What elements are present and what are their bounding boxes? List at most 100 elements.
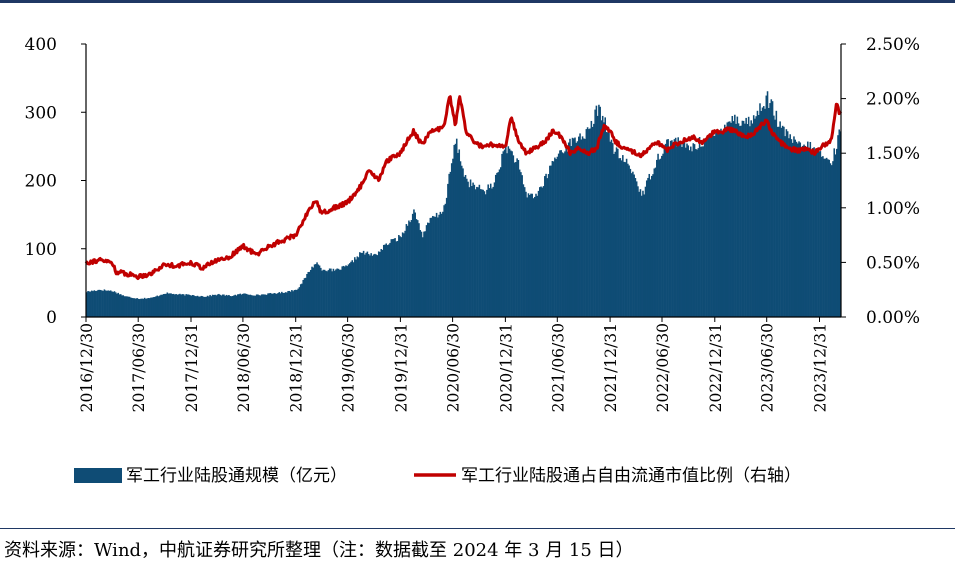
bar — [377, 251, 380, 317]
bar — [298, 287, 301, 317]
bar — [815, 148, 818, 317]
bar — [731, 115, 734, 318]
bar — [705, 138, 707, 317]
left-axis: 0 100 200 300 400 — [25, 35, 86, 328]
bar — [448, 173, 450, 317]
bar — [615, 147, 618, 317]
bar — [160, 294, 162, 317]
bar — [121, 295, 123, 317]
bar — [662, 153, 664, 317]
bar — [487, 184, 489, 317]
bar — [710, 133, 712, 317]
bar — [477, 187, 479, 317]
bar — [464, 174, 467, 317]
bar — [125, 296, 127, 317]
right-tick-label: 0.50% — [866, 253, 920, 273]
bar — [167, 293, 170, 317]
bar — [118, 294, 121, 317]
bar — [796, 143, 799, 317]
bar — [506, 153, 508, 317]
bar — [111, 291, 113, 317]
bar — [322, 269, 325, 317]
bar — [175, 294, 177, 317]
bar — [624, 162, 627, 317]
bar — [376, 255, 379, 317]
bar — [268, 293, 271, 317]
bar — [740, 125, 742, 318]
bar — [374, 253, 376, 317]
bar — [414, 212, 416, 317]
bar — [824, 158, 827, 317]
bar — [671, 140, 673, 317]
bar — [92, 291, 94, 317]
bar — [726, 122, 729, 317]
bar — [267, 293, 269, 317]
bar — [492, 186, 494, 317]
bar — [800, 147, 803, 317]
bar — [474, 189, 477, 317]
legend: 军工行业陆股通规模（亿元） 军工行业陆股通占自由流通市值比例（右轴） — [74, 466, 801, 486]
bar — [328, 268, 331, 317]
bar — [420, 231, 423, 317]
bar — [172, 293, 175, 317]
bar — [133, 298, 136, 317]
bar — [745, 117, 747, 317]
bar — [692, 143, 695, 317]
bar — [242, 293, 244, 317]
bar — [690, 146, 692, 317]
bar — [764, 108, 766, 317]
bar — [744, 123, 746, 317]
bar — [369, 255, 371, 317]
bar — [170, 293, 172, 317]
bar — [666, 139, 668, 317]
bar — [194, 296, 196, 317]
bar — [166, 292, 169, 317]
bar — [803, 144, 805, 317]
bar — [617, 148, 619, 317]
bar — [715, 132, 717, 317]
bar — [742, 120, 745, 317]
bar — [810, 153, 813, 317]
bar — [171, 294, 174, 317]
bar — [517, 160, 520, 317]
bar — [94, 290, 97, 317]
bar — [400, 237, 403, 317]
bar — [157, 296, 160, 317]
bar — [240, 294, 243, 317]
bar — [135, 298, 137, 317]
bar — [398, 234, 400, 317]
bar — [350, 261, 352, 317]
bar — [162, 294, 165, 317]
bar — [834, 154, 837, 317]
bar — [695, 149, 697, 317]
bar — [331, 271, 333, 317]
bar — [443, 205, 445, 317]
bar — [239, 293, 242, 317]
bar — [546, 178, 549, 317]
bar — [620, 160, 623, 317]
bar — [299, 284, 302, 317]
bar — [416, 220, 419, 317]
bar — [837, 135, 839, 317]
legend-bar-label: 军工行业陆股通规模（亿元） — [126, 466, 347, 486]
bar — [593, 123, 595, 317]
source-note: 资料来源：Wind，中航证券研究所整理（注：数据截至 2024 年 3 月 15… — [4, 540, 634, 561]
bar — [623, 161, 625, 317]
bar — [730, 122, 732, 317]
bar — [88, 291, 91, 317]
bar — [104, 290, 107, 317]
bar — [794, 139, 796, 317]
bar — [776, 126, 779, 317]
bar — [411, 213, 414, 317]
bar — [770, 99, 773, 317]
bar — [388, 244, 390, 317]
bar — [785, 129, 788, 317]
bar — [829, 163, 832, 317]
bar — [296, 289, 298, 317]
bar — [343, 266, 346, 317]
bar — [375, 254, 377, 317]
bar — [454, 143, 457, 317]
bar — [439, 211, 442, 317]
bar — [515, 162, 517, 317]
bar — [405, 224, 408, 317]
